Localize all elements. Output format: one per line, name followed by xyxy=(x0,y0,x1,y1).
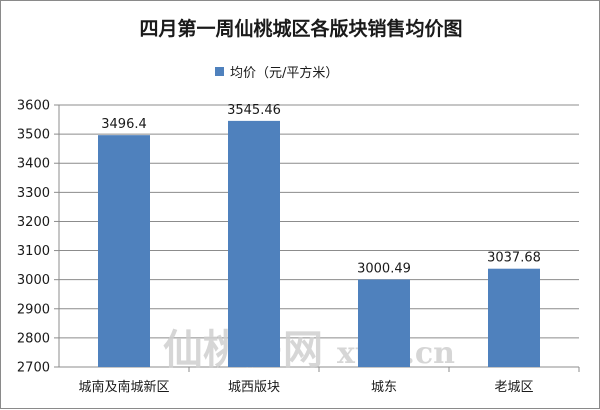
category-label: 城西版块 xyxy=(228,380,280,395)
y-tick-label: 3200 xyxy=(17,215,50,230)
y-tick-label: 2900 xyxy=(17,302,50,317)
bar xyxy=(358,279,410,367)
y-tick-label: 3600 xyxy=(17,99,50,114)
data-label: 3545.46 xyxy=(227,103,281,118)
data-labels: 3496.4 3545.46 3000.49 3037.68 xyxy=(101,103,541,277)
data-label: 3496.4 xyxy=(101,117,147,132)
y-tick-label: 2700 xyxy=(17,361,50,376)
y-tick-label: 3400 xyxy=(17,157,50,172)
category-label: 城东 xyxy=(371,380,397,395)
y-tick-label: 3100 xyxy=(17,244,50,259)
y-tick-label: 3300 xyxy=(17,186,50,201)
y-tick-label: 3500 xyxy=(17,128,50,143)
bars xyxy=(98,120,540,367)
category-label: 老城区 xyxy=(494,380,533,395)
y-tick-labels: 2700 2800 2900 3000 3100 3200 3300 3400 3500 3600 xyxy=(17,99,50,376)
bar xyxy=(488,268,540,367)
y-tick-label: 2800 xyxy=(17,331,50,346)
legend-label: 均价（元/平方米） xyxy=(230,65,338,81)
y-tick-label: 3000 xyxy=(17,273,50,288)
data-label: 3037.68 xyxy=(487,251,541,266)
category-labels: 城南及南城新区 城西版块 城东 老城区 xyxy=(78,379,533,395)
bar xyxy=(98,135,150,367)
bar xyxy=(228,120,280,367)
category-label: 城南及南城新区 xyxy=(78,379,169,395)
watermark: 仙桃房网 xtfw.cn xyxy=(163,326,455,373)
chart-title: 四月第一周仙桃城区各版块销售均价图 xyxy=(139,17,462,40)
legend-swatch xyxy=(215,67,224,76)
legend: 均价（元/平方米） xyxy=(215,65,338,81)
data-label: 3000.49 xyxy=(357,262,411,277)
